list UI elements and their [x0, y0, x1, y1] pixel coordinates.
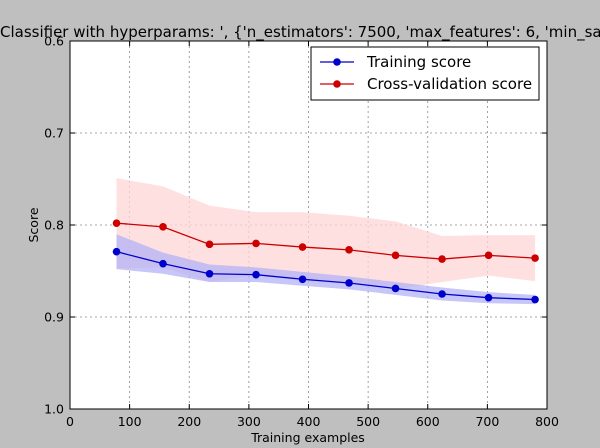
- y-tick-label: 0.6: [44, 34, 64, 49]
- point-series-1: [484, 251, 493, 260]
- point-series-1: [345, 246, 353, 254]
- point-series-1: [252, 239, 260, 248]
- point-series-0: [159, 259, 167, 268]
- x-tick-label: 700: [475, 414, 499, 429]
- point-series-0: [252, 270, 260, 279]
- band-series-1: [116, 178, 536, 290]
- point-series-0: [205, 269, 214, 278]
- y-axis-label: Score: [26, 207, 41, 242]
- legend-label-cv: Cross-validation score: [367, 75, 532, 93]
- legend-box: [310, 46, 540, 101]
- grid-lines: [70, 41, 547, 409]
- point-series-1: [391, 251, 400, 260]
- point-series-0: [345, 279, 353, 287]
- x-axis-label: Training examples: [250, 430, 365, 445]
- y-tick-label: 0.7: [44, 126, 64, 141]
- y-tick-label: 0.8: [44, 218, 64, 233]
- point-series-1: [531, 254, 539, 262]
- point-series-1: [112, 219, 121, 227]
- legend-marker-cv: [333, 80, 341, 88]
- line-series-0: [116, 251, 536, 301]
- x-axis-ticks: 0 100 200 300 400 500 600 700 800: [66, 41, 559, 429]
- point-series-0: [484, 293, 493, 302]
- x-tick-label: 100: [118, 414, 142, 429]
- y-axis-ticks: 0.6 0.7 0.8 0.9 1.0: [44, 34, 547, 417]
- x-tick-label: 800: [535, 414, 559, 429]
- x-tick-label: 0: [66, 414, 74, 429]
- line-series-1: [116, 222, 536, 260]
- series-lines: [116, 222, 536, 301]
- x-tick-label: 200: [177, 414, 201, 429]
- point-series-0: [298, 275, 307, 284]
- point-series-0: [391, 284, 400, 293]
- y-tick-label: 1.0: [44, 402, 64, 417]
- point-series-1: [298, 243, 307, 251]
- y-tick-label: 0.9: [44, 310, 64, 325]
- score-bands: [116, 178, 536, 305]
- point-series-1: [438, 255, 446, 263]
- x-tick-label: 600: [416, 414, 440, 429]
- band-series-0: [116, 234, 536, 305]
- point-series-0: [112, 247, 121, 256]
- legend-label-training: Training score: [366, 53, 471, 71]
- legend: Training score Cross-validation score: [310, 46, 540, 101]
- x-tick-label: 300: [237, 414, 261, 429]
- x-tick-label: 400: [297, 414, 321, 429]
- point-series-1: [205, 240, 214, 249]
- point-series-1: [159, 223, 167, 231]
- series-markers: [112, 219, 539, 304]
- point-series-0: [438, 290, 446, 298]
- chart-title: Classifier with hyperparams: ', {'n_esti…: [0, 23, 600, 42]
- x-tick-label: 500: [356, 414, 380, 429]
- point-series-0: [531, 295, 539, 304]
- legend-marker-training: [333, 58, 341, 66]
